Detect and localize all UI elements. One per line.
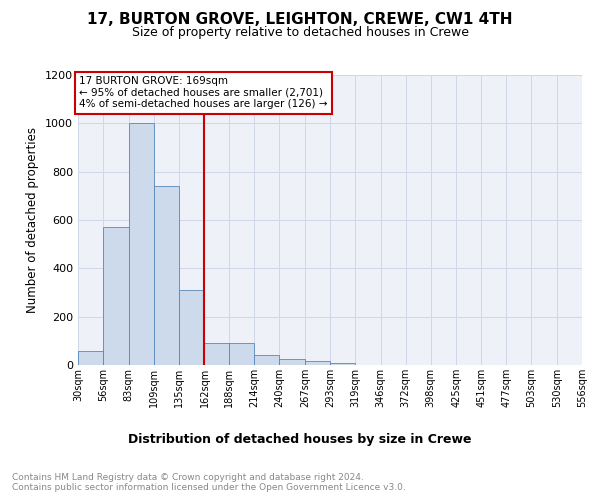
Bar xyxy=(129,124,154,365)
Text: Distribution of detached houses by size in Crewe: Distribution of detached houses by size … xyxy=(128,432,472,446)
Bar xyxy=(205,343,229,365)
Bar xyxy=(279,359,305,365)
Text: 17, BURTON GROVE, LEIGHTON, CREWE, CW1 4TH: 17, BURTON GROVE, LEIGHTON, CREWE, CW1 4… xyxy=(87,12,513,28)
Text: Contains public sector information licensed under the Open Government Licence v3: Contains public sector information licen… xyxy=(12,484,406,492)
Bar xyxy=(78,350,103,365)
Bar xyxy=(305,362,330,365)
Bar xyxy=(254,356,279,365)
Text: Size of property relative to detached houses in Crewe: Size of property relative to detached ho… xyxy=(131,26,469,39)
Bar xyxy=(229,343,254,365)
Bar xyxy=(154,186,179,365)
Text: 17 BURTON GROVE: 169sqm
← 95% of detached houses are smaller (2,701)
4% of semi-: 17 BURTON GROVE: 169sqm ← 95% of detache… xyxy=(79,76,328,110)
Bar xyxy=(179,290,205,365)
Bar xyxy=(330,362,355,365)
Y-axis label: Number of detached properties: Number of detached properties xyxy=(26,127,40,313)
Bar xyxy=(103,227,129,365)
Text: Contains HM Land Registry data © Crown copyright and database right 2024.: Contains HM Land Registry data © Crown c… xyxy=(12,472,364,482)
